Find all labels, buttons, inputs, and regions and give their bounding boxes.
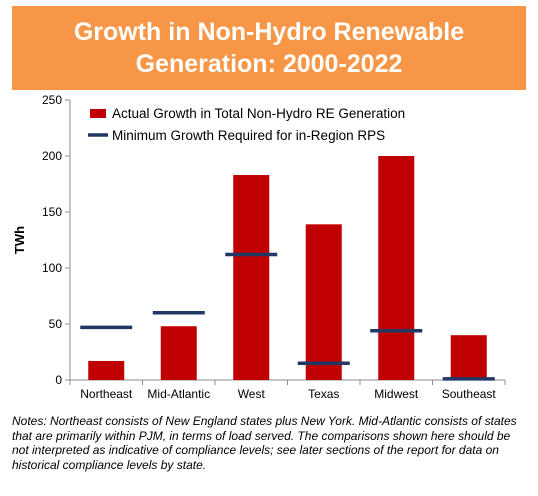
legend-bar-swatch [90,109,106,118]
x-tick-label: Texas [308,387,339,401]
x-tick-label: Northeast [80,387,133,401]
y-tick-label: 50 [49,317,63,331]
y-tick-label: 250 [42,93,62,107]
x-tick-label: Midwest [374,387,419,401]
chart-axes: 0 50 100 150 200 250 TWh Northeast Mid-Atlantic W… [12,93,506,401]
legend-marker-label: Minimum Growth Required for in-Region RP… [112,128,385,143]
bar [305,224,342,380]
bar [378,156,415,380]
marker-series [80,252,495,381]
bar-series [88,156,487,380]
bar [233,175,270,380]
bar [450,335,487,380]
y-tick-label: 0 [55,373,62,387]
x-tick-label: West [238,387,266,401]
chart-title-banner: Growth in Non-Hydro Renewable Generation… [12,6,526,90]
chart-legend: Actual Growth in Total Non-Hydro RE Gene… [88,106,405,143]
x-tick-label: Mid-Atlantic [147,387,210,401]
chart-title-line-1: Growth in Non-Hydro Renewable [73,18,465,46]
legend-bar-label: Actual Growth in Total Non-Hydro RE Gene… [112,106,405,121]
bar [88,360,125,380]
chart-title-line-2: Generation: 2000-2022 [135,50,403,78]
chart-area: 0 50 100 150 200 250 TWh Northeast Mid-Atlantic W… [12,93,506,401]
y-tick-label: 100 [42,261,62,275]
chart-notes: Notes: Northeast consists of New England… [12,414,517,472]
y-tick-label: 200 [42,149,62,163]
y-axis-label: TWh [12,226,27,254]
x-tick-label: Southeast [442,387,497,401]
bar [160,326,197,380]
y-tick-label: 150 [42,205,62,219]
